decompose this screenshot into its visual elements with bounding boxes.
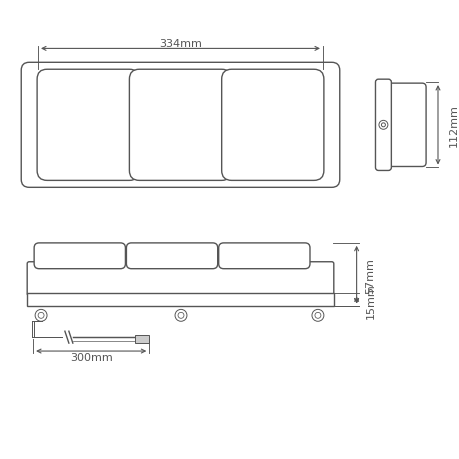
FancyBboxPatch shape (218, 243, 309, 269)
Bar (27, 294, 333, 307)
FancyBboxPatch shape (384, 84, 425, 167)
Bar (135, 336, 149, 343)
FancyBboxPatch shape (34, 243, 125, 269)
Text: 15mm: 15mm (365, 282, 375, 318)
Text: 334mm: 334mm (159, 39, 202, 49)
FancyBboxPatch shape (129, 70, 231, 181)
FancyBboxPatch shape (21, 63, 339, 188)
FancyBboxPatch shape (37, 70, 139, 181)
FancyBboxPatch shape (221, 70, 323, 181)
Text: 300mm: 300mm (70, 352, 112, 362)
FancyBboxPatch shape (375, 80, 391, 171)
Text: 112mm: 112mm (448, 104, 458, 147)
FancyBboxPatch shape (126, 243, 217, 269)
Text: 57mm: 57mm (365, 257, 375, 293)
FancyBboxPatch shape (27, 262, 333, 296)
